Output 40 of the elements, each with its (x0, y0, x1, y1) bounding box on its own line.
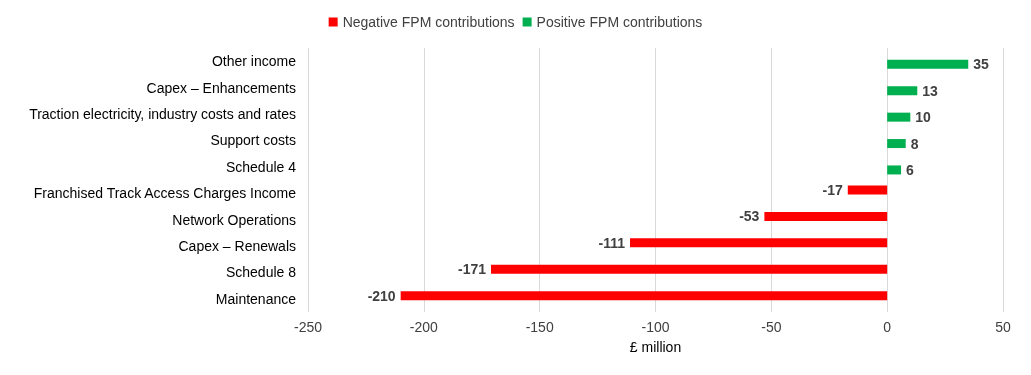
x-tick-label: 50 (995, 319, 1011, 335)
bar (491, 264, 888, 274)
y-tick-label: Franchised Track Access Charges Income (33, 185, 297, 202)
data-label: 35 (973, 56, 990, 73)
bar (764, 211, 888, 221)
x-tick-label: -150 (525, 319, 554, 335)
data-label: 13 (922, 82, 939, 99)
y-tick-label: Maintenance (215, 290, 297, 307)
bar (887, 165, 902, 175)
x-tick-label: -100 (641, 319, 670, 335)
y-tick-label: Schedule 8 (225, 264, 297, 281)
data-label: -210 (367, 287, 396, 304)
y-tick-label: Support costs (210, 132, 296, 149)
y-tick-label: Capex – Renewals (178, 238, 296, 254)
y-tick-label: Schedule 4 (225, 158, 297, 175)
legend-label: Negative FPM contributions (342, 14, 515, 30)
bar (887, 139, 906, 149)
bar (887, 86, 918, 96)
data-label: 10 (915, 109, 932, 126)
bar (400, 291, 888, 301)
bar (887, 59, 969, 69)
data-label: -53 (739, 208, 760, 225)
data-label: -171 (457, 261, 487, 278)
bar (630, 238, 888, 248)
bar (847, 185, 888, 195)
data-label: -111 (598, 234, 626, 251)
data-label: -17 (822, 182, 843, 199)
x-axis-title: £ million (629, 339, 682, 355)
x-tick-label: 0 (883, 319, 892, 335)
y-tick-label: Other income (211, 53, 297, 70)
x-tick-label: -50 (761, 319, 782, 335)
data-label: 8 (910, 135, 919, 152)
y-tick-label: Network Operations (172, 211, 296, 228)
bar (887, 112, 911, 122)
x-tick-label: -200 (409, 319, 439, 335)
data-label: 6 (906, 161, 915, 178)
legend-label: Positive FPM contributions (536, 14, 703, 30)
y-tick-label: Traction electricity, industry costs and rates (29, 106, 296, 122)
y-tick-label: Capex – Enhancements (146, 79, 296, 96)
x-tick-label: -250 (293, 319, 323, 335)
